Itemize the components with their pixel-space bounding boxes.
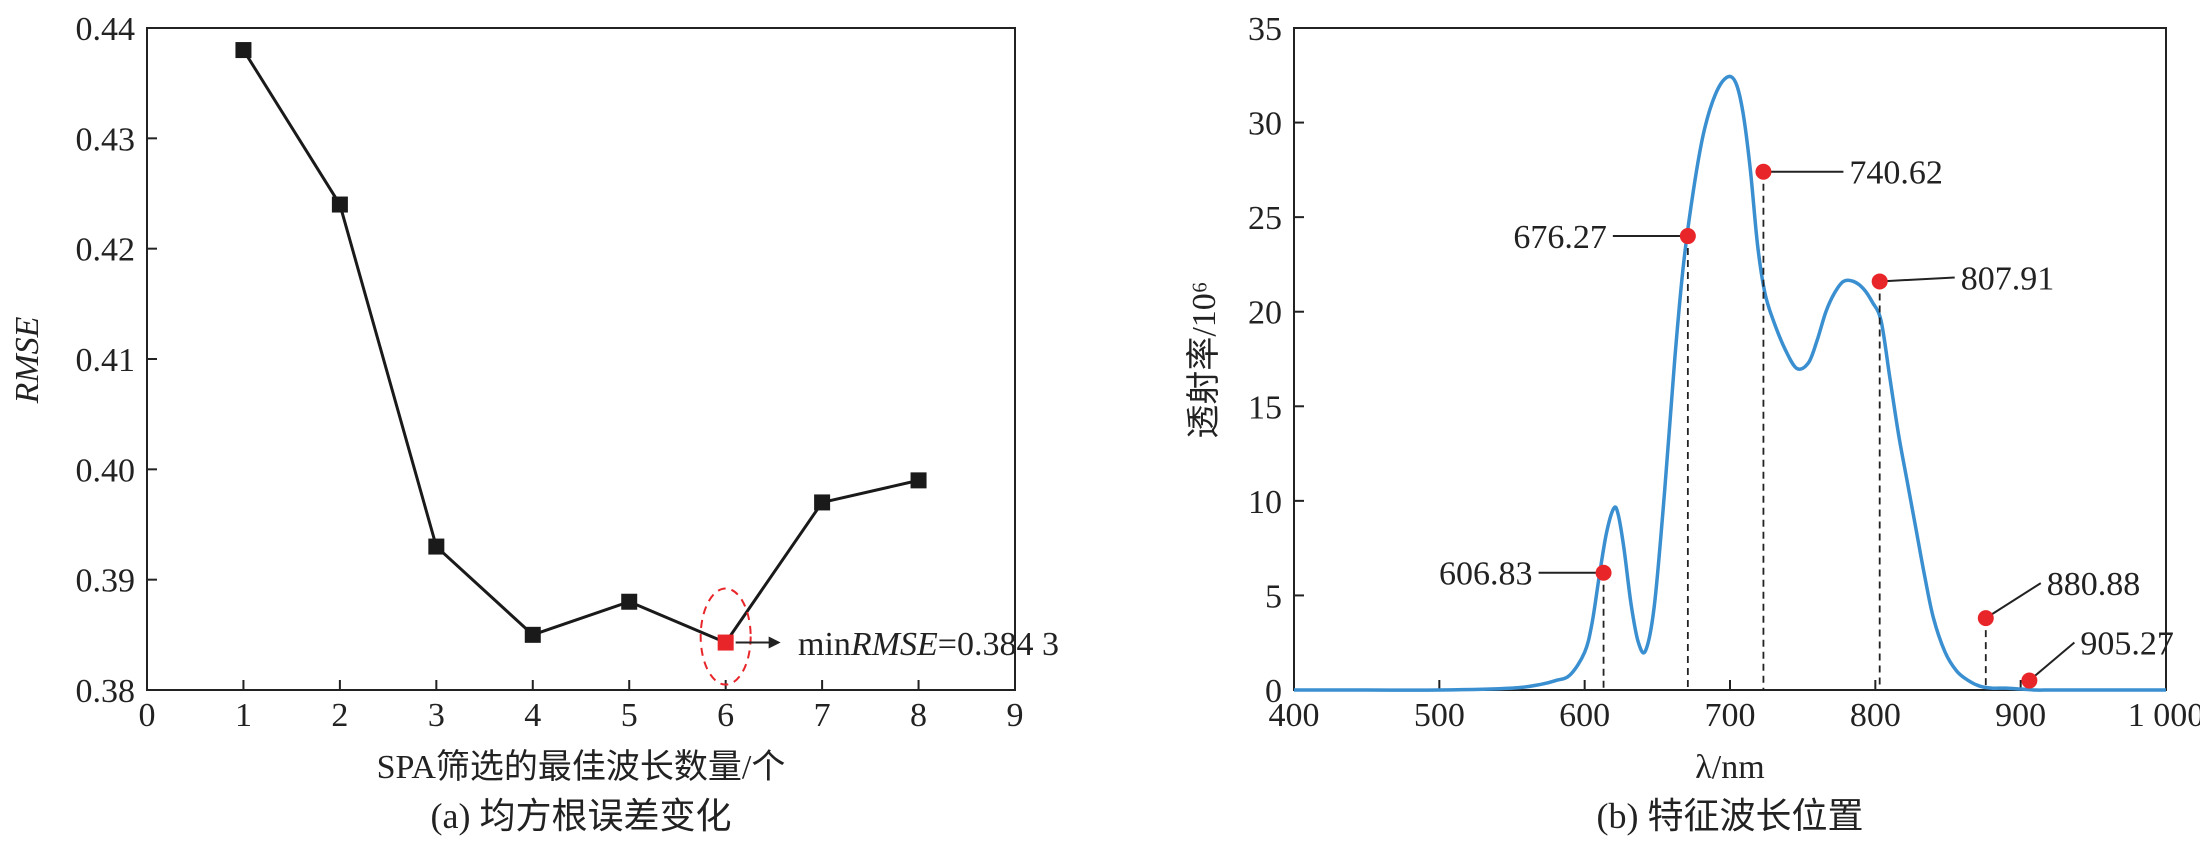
b-label-leader (1879, 276, 1955, 283)
b-ytick-label: 5 (1265, 578, 1282, 615)
a-xtick-label: 7 (814, 697, 831, 734)
a-xtick-label: 3 (428, 697, 445, 734)
b-feature-point (1679, 228, 1696, 245)
a-xtick-label: 0 (139, 697, 156, 734)
min-rmse-annotation: minRMSE=0.384 3 (798, 626, 1059, 663)
a-ytick-label: 0.40 (76, 452, 136, 489)
a-ytick-label: 0.42 (76, 232, 136, 269)
chart-b: 400 500 600 700 800 900 1 000 0 5 10 15 20 25 30 35 6… (1185, 11, 2200, 836)
b-feature-point (1595, 564, 1612, 581)
b-feature-label: 807.91 (1961, 260, 2055, 297)
a-xtick-label: 6 (717, 697, 734, 734)
chart-a-ylabel: RMSE (9, 316, 46, 404)
a-xtick-label: 2 (331, 697, 348, 734)
b-feature-point (2021, 672, 2038, 689)
b-ytick-label: 15 (1248, 389, 1282, 426)
b-xtick-label: 900 (1995, 697, 2046, 734)
chart-a-xlabel: SPA筛选的最佳波长数量/个 (377, 748, 786, 786)
a-xtick-label: 5 (621, 697, 638, 734)
chart-b-caption: (b) 特征波长位置 (1597, 796, 1864, 836)
b-feature-label: 740.62 (1849, 155, 1943, 192)
chart-b-xlabel: λ/nm (1695, 749, 1764, 786)
a-xtick-label: 8 (910, 697, 927, 734)
b-xtick-label: 700 (1705, 697, 1756, 734)
a-data-point (331, 196, 348, 213)
chart-a-caption: (a) 均方根误差变化 (431, 796, 732, 836)
b-xtick-label: 600 (1559, 697, 1610, 734)
a-ytick-label: 0.41 (76, 342, 136, 379)
b-ytick-label: 0 (1265, 673, 1282, 710)
a-ytick-label: 0.38 (76, 673, 136, 710)
a-ytick-label: 0.44 (76, 11, 136, 48)
b-xtick-label: 500 (1414, 697, 1465, 734)
b-spectrum-line (1293, 74, 2166, 692)
b-xtick-label: 800 (1850, 697, 1901, 734)
chart-a-frame (146, 27, 1016, 691)
b-label-leader (2028, 641, 2076, 682)
a-xtick-label: 1 (235, 697, 252, 734)
a-xtick-label: 4 (524, 697, 541, 734)
b-feature-label: 905.27 (2080, 626, 2174, 663)
b-label-leader (1985, 582, 2042, 619)
a-min-point (717, 634, 734, 651)
b-ytick-label: 25 (1248, 200, 1282, 237)
b-ytick-label: 10 (1248, 484, 1282, 521)
a-ytick-label: 0.39 (76, 563, 136, 600)
b-feature-point (1977, 610, 1994, 627)
a-data-point (428, 538, 445, 555)
b-ytick-label: 30 (1248, 106, 1282, 143)
b-xtick-label: 400 (1269, 697, 1320, 734)
a-xtick-label: 9 (1007, 697, 1024, 734)
chart-b-frame (1293, 27, 2167, 691)
a-data-point (235, 42, 252, 59)
a-annotation-arrowhead (768, 636, 781, 649)
b-ytick-label: 20 (1248, 295, 1282, 332)
b-ytick-label: 35 (1248, 11, 1282, 48)
b-feature-point (1755, 163, 1772, 180)
a-ytick-label: 0.43 (76, 121, 136, 158)
b-feature-label: 676.27 (1513, 219, 1607, 256)
b-feature-point (1871, 273, 1888, 290)
a-data-point (814, 494, 831, 511)
a-min-highlight-ellipse (699, 587, 752, 686)
b-feature-label: 880.88 (2047, 566, 2141, 603)
a-series-line (242, 49, 919, 645)
b-feature-label: 606.83 (1439, 556, 1533, 593)
a-data-point (621, 593, 638, 610)
chart-b-ylabel: 透射率/10⁶ (1185, 281, 1223, 438)
b-xtick-label: 1 000 (2128, 697, 2200, 734)
a-data-point (910, 472, 927, 489)
a-data-point (524, 626, 541, 643)
